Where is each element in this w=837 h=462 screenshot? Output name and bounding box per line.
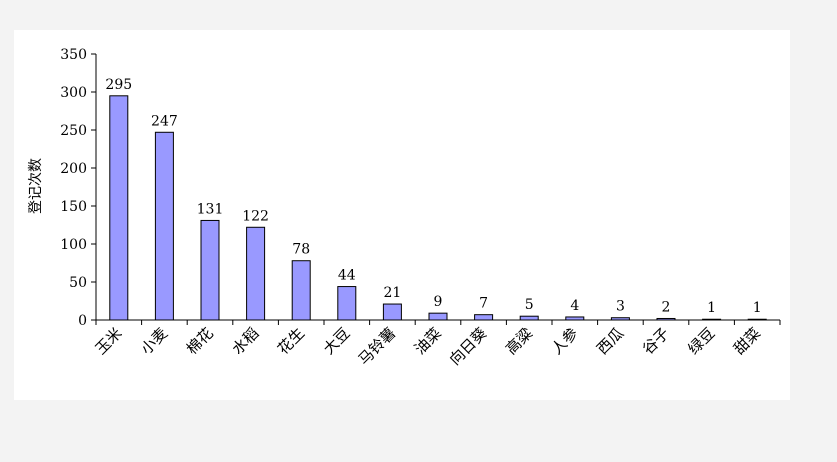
bar — [200, 219, 220, 321]
y-tick-label: 250 — [60, 123, 87, 139]
y-tick-label: 200 — [60, 161, 87, 177]
bar — [519, 315, 539, 321]
y-tick-label: 0 — [78, 313, 87, 329]
category-label: 马铃薯 — [355, 324, 400, 369]
y-tick-label: 150 — [60, 199, 87, 215]
data-label: 21 — [383, 285, 401, 301]
data-label: 7 — [479, 296, 488, 312]
y-tick-label: 100 — [60, 237, 87, 253]
category-label: 人参 — [548, 324, 582, 358]
data-label: 295 — [105, 77, 132, 93]
bar — [747, 318, 767, 321]
bar — [109, 95, 129, 321]
data-label: 2 — [662, 299, 671, 315]
data-label: 78 — [292, 242, 310, 258]
category-label: 向日葵 — [446, 324, 491, 369]
category-label: 大豆 — [320, 324, 354, 358]
data-label: 4 — [570, 298, 579, 314]
data-label: 44 — [338, 268, 356, 284]
bar — [474, 314, 494, 321]
bar — [610, 317, 630, 321]
chart-panel: 登记次数 0 50 100 150 200 250 300 350 295 玉米 247 小麦 131 棉… — [14, 30, 790, 400]
data-label: 1 — [707, 300, 716, 316]
data-label: 1 — [753, 300, 762, 316]
category-label: 高粱 — [502, 324, 536, 358]
bar — [337, 286, 357, 321]
category-label: 小麦 — [137, 324, 171, 358]
category-label: 谷子 — [639, 324, 673, 358]
bar-chart: 登记次数 050100150200250300350295玉米247小麦131棉… — [28, 47, 781, 369]
category-label: 花生 — [274, 324, 308, 358]
category-label: 甜菜 — [730, 324, 764, 358]
bar — [382, 303, 402, 321]
bar — [154, 131, 174, 321]
category-label: 油菜 — [411, 324, 445, 358]
data-label: 5 — [525, 297, 534, 313]
data-label: 131 — [197, 201, 224, 217]
bar — [565, 316, 585, 321]
data-label: 247 — [151, 113, 178, 129]
y-axis-title: 登记次数 — [28, 158, 44, 214]
bar — [702, 318, 722, 321]
y-tick-label: 50 — [69, 275, 87, 291]
category-label: 棉花 — [183, 324, 217, 358]
bar — [246, 226, 266, 321]
category-label: 绿豆 — [684, 324, 718, 358]
data-label: 9 — [434, 294, 443, 310]
y-tick-label: 300 — [60, 85, 87, 101]
category-label: 玉米 — [92, 324, 126, 358]
bar — [656, 317, 676, 321]
y-tick-label: 350 — [60, 47, 87, 63]
bar — [428, 312, 448, 321]
data-label: 3 — [616, 299, 625, 315]
category-label: 水稻 — [228, 324, 262, 358]
bar — [291, 260, 311, 321]
data-label: 122 — [242, 208, 269, 224]
category-label: 西瓜 — [593, 324, 627, 358]
